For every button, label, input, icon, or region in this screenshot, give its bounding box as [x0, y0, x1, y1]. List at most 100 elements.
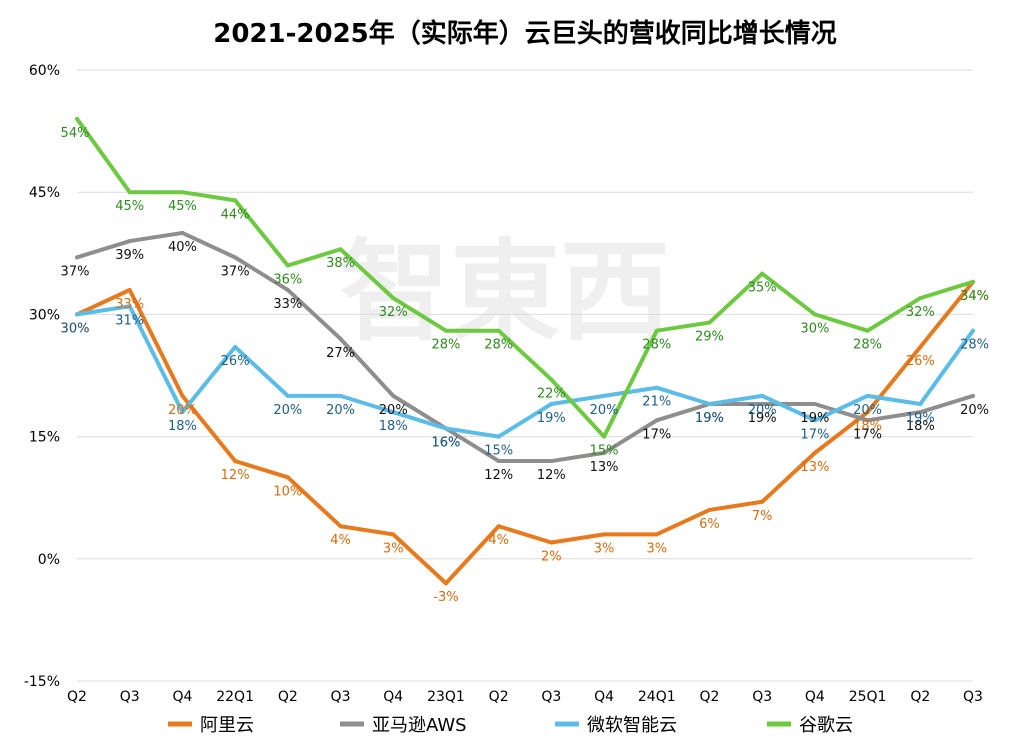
data-label: 12% — [484, 468, 513, 483]
data-label: 12% — [537, 468, 566, 483]
data-point — [707, 402, 712, 407]
data-point — [338, 336, 343, 341]
data-point — [812, 312, 817, 317]
x-tick-label: 24Q1 — [638, 689, 676, 705]
data-label: 45% — [115, 199, 144, 214]
x-tick-label: 23Q1 — [427, 689, 465, 705]
x-tick-label: Q2 — [700, 689, 720, 705]
data-label: 37% — [221, 264, 250, 279]
data-label: 19% — [695, 411, 724, 426]
data-point — [338, 393, 343, 398]
data-label: 30% — [61, 321, 90, 336]
data-label: 28% — [853, 338, 882, 353]
data-label: 20% — [326, 403, 355, 418]
data-point — [443, 581, 448, 586]
data-point — [654, 385, 659, 390]
x-tick-label: Q2 — [489, 689, 509, 705]
data-label: 21% — [642, 395, 671, 410]
data-point — [285, 287, 290, 292]
data-label: 19% — [695, 411, 724, 426]
x-tick-label: Q2 — [910, 689, 930, 705]
data-point — [285, 475, 290, 480]
data-label: 3% — [594, 541, 615, 556]
data-label: 44% — [221, 207, 250, 222]
data-point — [443, 328, 448, 333]
series-line — [75, 116, 975, 439]
legend-item: 阿里云 — [168, 715, 254, 736]
legend-item: 亚马逊AWS — [340, 715, 467, 736]
data-label: 34% — [960, 289, 989, 304]
data-point — [707, 507, 712, 512]
data-label: 17% — [800, 427, 829, 442]
data-point — [654, 532, 659, 537]
data-label: 35% — [748, 281, 777, 296]
data-label: 32% — [906, 305, 935, 320]
data-point — [127, 190, 132, 195]
data-label: 36% — [273, 273, 302, 288]
data-label: 13% — [590, 460, 619, 475]
data-point — [812, 418, 817, 423]
x-tick-label: Q4 — [594, 689, 614, 705]
data-point — [75, 255, 79, 260]
data-point — [760, 393, 765, 398]
y-tick-label: 15% — [29, 430, 60, 446]
data-labels: 30% 33% 20% 12% 10% 4% 3% -3% 4% 2% 3% 3% 6% 7% 13% 18%… — [61, 126, 989, 605]
x-tick-label: Q3 — [752, 689, 772, 705]
data-point — [75, 116, 79, 121]
data-label: 27% — [326, 346, 355, 361]
data-point — [602, 393, 607, 398]
x-tick-label: Q4 — [805, 689, 825, 705]
legend-label: 阿里云 — [200, 715, 254, 736]
data-label: 40% — [168, 240, 197, 255]
data-point — [496, 524, 501, 529]
data-point — [865, 418, 870, 423]
data-point — [180, 410, 185, 415]
legend-label: 微软智能云 — [587, 715, 677, 736]
y-tick-label: 45% — [29, 185, 60, 201]
data-point — [180, 230, 185, 235]
grid — [77, 69, 973, 682]
data-point — [233, 344, 238, 349]
data-label: 26% — [906, 354, 935, 369]
legend-label: 亚马逊AWS — [372, 715, 467, 736]
series-line — [75, 304, 975, 439]
data-label: 30% — [800, 321, 829, 336]
x-axis: Q2 Q3 Q4 22Q1 Q2 Q3 Q4 23Q1 Q2 Q3 Q4 24Q1 Q2 Q3 Q4 25Q1… — [67, 689, 983, 705]
x-tick-label: Q3 — [541, 689, 561, 705]
data-point — [496, 434, 501, 439]
data-label: 37% — [61, 264, 90, 279]
data-point — [127, 239, 132, 244]
legend-item: 谷歌云 — [767, 715, 853, 736]
data-point — [127, 287, 132, 292]
data-point — [180, 190, 185, 195]
data-point — [549, 402, 554, 407]
data-point — [602, 450, 607, 455]
data-point — [285, 263, 290, 268]
data-label: 45% — [168, 199, 197, 214]
data-point — [233, 255, 238, 260]
data-point — [918, 344, 923, 349]
x-tick-label: Q3 — [331, 689, 351, 705]
data-point — [391, 393, 396, 398]
data-label: 20% — [379, 403, 408, 418]
legend: 阿里云 亚马逊AWS 微软智能云 谷歌云 — [168, 715, 853, 736]
data-point — [602, 532, 607, 537]
data-point — [391, 410, 396, 415]
data-point — [865, 393, 870, 398]
data-label: 4% — [330, 533, 351, 548]
data-point — [338, 247, 343, 252]
data-label: 20% — [590, 403, 619, 418]
x-tick-label: 22Q1 — [216, 689, 254, 705]
x-tick-label: Q4 — [172, 689, 192, 705]
data-label: 17% — [642, 427, 671, 442]
data-point — [918, 296, 923, 301]
y-tick-label: -15% — [24, 674, 60, 690]
data-label: 6% — [699, 517, 720, 532]
data-point — [233, 459, 238, 464]
data-point — [75, 312, 79, 317]
data-point — [338, 524, 343, 529]
data-label: 39% — [115, 248, 144, 263]
y-tick-label: 0% — [38, 552, 60, 568]
data-label: 20% — [853, 403, 882, 418]
series-lines — [75, 116, 975, 586]
